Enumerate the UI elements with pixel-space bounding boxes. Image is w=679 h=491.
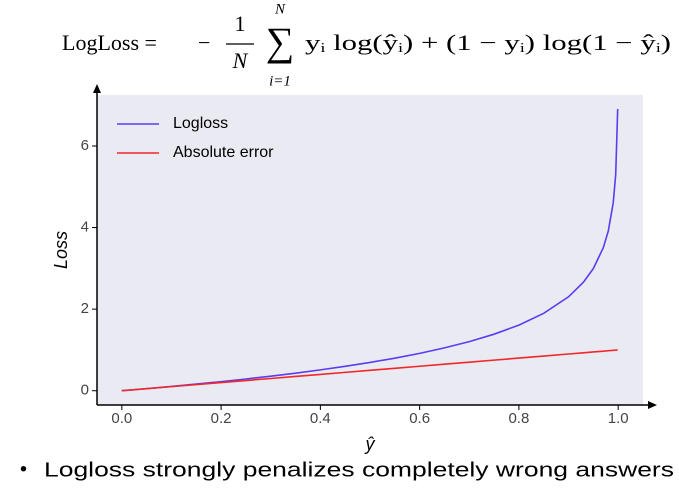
formula-num: 1 bbox=[235, 11, 246, 36]
y-tick-label: 2 bbox=[81, 300, 89, 317]
x-tick-label: 0.6 bbox=[409, 410, 430, 427]
x-tick-label: 0.8 bbox=[508, 410, 529, 427]
plot: 0.0 0.2 0.4 0.6 0.8 1.0 0 2 4 6 Logloss Absolute er… bbox=[81, 95, 643, 427]
plot-background bbox=[97, 95, 643, 405]
bullet-text: Logloss strongly penalizes completely wr… bbox=[44, 459, 674, 481]
bullet-marker: • bbox=[20, 458, 27, 480]
y-axis-arrow bbox=[93, 84, 101, 93]
formula-den: N bbox=[232, 48, 249, 73]
formula-sum-bottom: i=1 bbox=[269, 73, 291, 89]
x-tick-label: 0.0 bbox=[111, 410, 132, 427]
formula-minus: − bbox=[198, 30, 210, 55]
legend-label: Absolute error bbox=[173, 144, 274, 161]
formula-body: yᵢ log(ŷᵢ) + (1 − yᵢ) log(1 − ŷᵢ) bbox=[305, 30, 671, 55]
line-series bbox=[121, 349, 618, 392]
y-axis-label: Loss bbox=[51, 231, 71, 269]
y-tick-label: 6 bbox=[81, 137, 89, 154]
x-axis-label: ŷ bbox=[364, 434, 376, 454]
legend-label: Logloss bbox=[173, 115, 228, 132]
formula-sum-top: N bbox=[274, 1, 286, 17]
y-tick-label: 4 bbox=[81, 219, 89, 236]
x-tick-label: 1.0 bbox=[608, 410, 629, 427]
line-series bbox=[121, 108, 619, 392]
y-tick-label: 0 bbox=[81, 382, 89, 399]
formula-lhs: LogLoss = bbox=[62, 30, 157, 55]
x-tick-label: 0.4 bbox=[310, 410, 331, 427]
x-tick-label: 0.2 bbox=[211, 410, 232, 427]
x-axis-arrow bbox=[648, 401, 657, 409]
formula-sum: ∑ bbox=[266, 19, 295, 64]
